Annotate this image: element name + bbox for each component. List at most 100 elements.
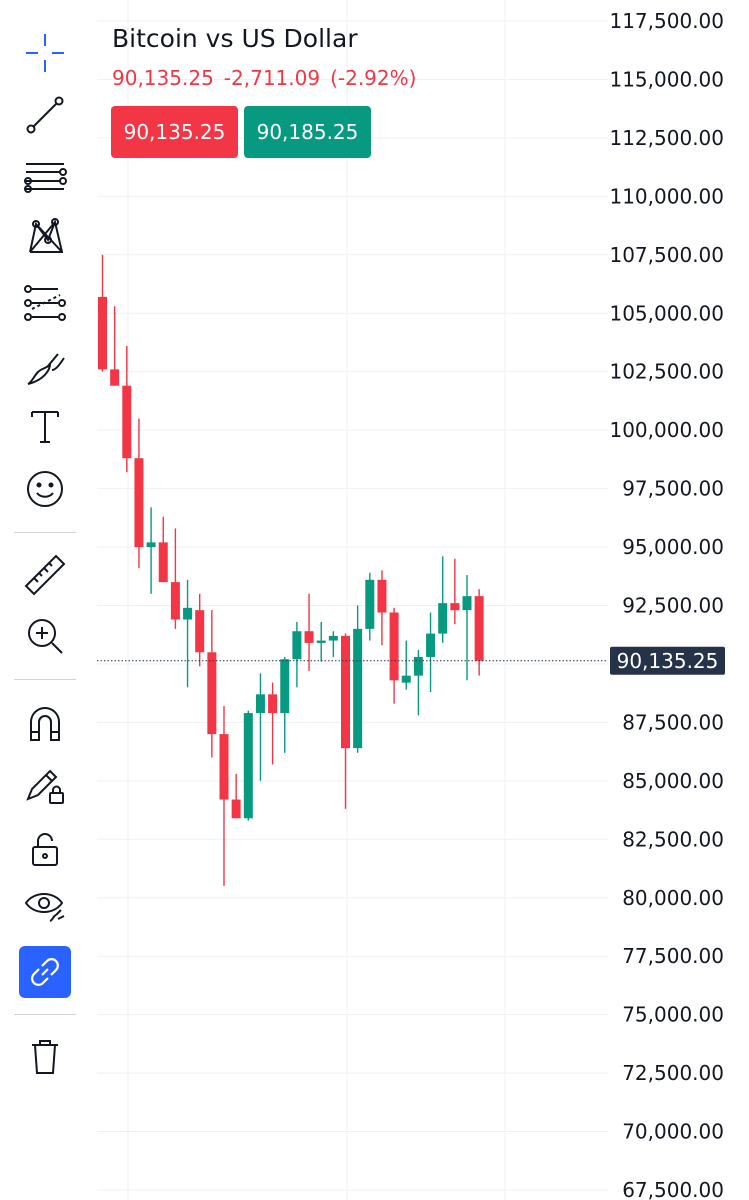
candle-body: [304, 631, 314, 643]
candle-body: [377, 579, 387, 613]
candle: [255, 673, 265, 781]
magnet-icon[interactable]: [19, 697, 71, 749]
current-price-tag: [610, 646, 725, 675]
candle-body: [280, 659, 290, 714]
candle: [146, 507, 156, 594]
candle-body: [316, 640, 326, 643]
candle: [377, 570, 387, 646]
candle-body: [268, 694, 278, 714]
instrument-title: Bitcoin vs US Dollar: [112, 24, 358, 53]
y-tick-label: 117,500.00: [609, 9, 724, 33]
candle: [219, 706, 229, 887]
zoom-in-icon[interactable]: [19, 610, 71, 662]
candle-body: [292, 631, 302, 660]
candle-body: [450, 603, 460, 611]
candle: [292, 621, 302, 688]
y-tick-label: 100,000.00: [609, 418, 724, 442]
trash-icon[interactable]: [19, 1031, 71, 1083]
unlock-icon[interactable]: [19, 822, 71, 874]
horizontal-lines-icon[interactable]: [19, 152, 71, 204]
chart-grid: [97, 0, 608, 1200]
y-tick-label: 97,500.00: [622, 477, 724, 501]
candle: [231, 773, 241, 819]
candle-body: [219, 734, 229, 800]
candle-body: [231, 799, 241, 819]
candle-body: [353, 628, 363, 749]
candle-body: [426, 633, 436, 657]
candle-body: [255, 694, 265, 714]
candle: [341, 633, 350, 809]
link-icon[interactable]: [19, 946, 71, 998]
hide-drawings-icon[interactable]: [19, 878, 71, 930]
candle-body: [462, 596, 472, 611]
candle: [462, 575, 472, 681]
candle: [353, 605, 363, 753]
trend-line-icon[interactable]: [19, 89, 71, 141]
candle-body: [195, 610, 205, 653]
y-tick-label: 112,500.00: [609, 126, 724, 150]
candle: [304, 593, 314, 671]
candle: [110, 306, 120, 386]
text-icon[interactable]: [19, 401, 71, 453]
candle-body: [207, 652, 217, 735]
sell-button[interactable]: 90,135.25: [111, 106, 238, 158]
y-tick-label: 67,500.00: [622, 1178, 724, 1200]
ruler-icon[interactable]: [19, 549, 71, 601]
candle: [316, 621, 326, 662]
candle-body: [183, 607, 193, 620]
toolbar-divider: [14, 1014, 76, 1015]
candle: [389, 607, 399, 704]
candle: [450, 558, 460, 625]
price-change-line: 90,135.25 -2,711.09 (-2.92%): [112, 66, 426, 90]
buy-button[interactable]: 90,185.25: [244, 106, 371, 158]
brush-icon[interactable]: [19, 341, 71, 393]
toolbar-divider: [14, 532, 76, 533]
lock-drawings-icon[interactable]: [19, 760, 71, 812]
price-change: -2,711.09: [223, 66, 321, 90]
y-tick-label: 72,500.00: [622, 1061, 724, 1085]
drawing-toolbar: [0, 0, 90, 1200]
candle-body: [474, 596, 484, 661]
candle: [243, 710, 253, 821]
y-tick-label: 82,500.00: [622, 827, 724, 851]
candle: [134, 418, 144, 569]
candle-body: [328, 635, 338, 641]
candle: [280, 656, 290, 753]
y-tick-label: 75,000.00: [622, 1003, 724, 1027]
candle-body: [365, 579, 375, 629]
candle: [170, 528, 180, 629]
candle: [413, 649, 423, 716]
candle-body: [146, 542, 156, 548]
candle-body: [98, 296, 107, 370]
candle-body: [413, 656, 423, 676]
y-tick-label: 77,500.00: [622, 944, 724, 968]
emoji-icon[interactable]: [19, 463, 71, 515]
toolbar-divider: [14, 679, 76, 680]
y-tick-label: 102,500.00: [609, 360, 724, 384]
candle: [158, 516, 168, 583]
current-price-label: 90,135.25: [617, 649, 719, 673]
candle-body: [438, 603, 448, 634]
y-tick-label: 105,000.00: [609, 301, 724, 325]
crosshair-icon[interactable]: [19, 27, 71, 79]
candle: [195, 593, 205, 667]
candle: [328, 631, 338, 657]
y-tick-label: 80,000.00: [622, 886, 724, 910]
candle-body: [122, 385, 132, 459]
pattern-icon[interactable]: [19, 211, 71, 263]
candle: [438, 556, 448, 643]
y-tick-label: 85,000.00: [622, 769, 724, 793]
candle-body: [134, 458, 144, 548]
candle: [401, 640, 411, 690]
candle-body: [110, 369, 120, 386]
candles: [98, 254, 484, 887]
fib-retracement-icon[interactable]: [19, 276, 71, 328]
candle: [474, 589, 484, 676]
price-axis: 117,500.00 115,000.00 112,500.00 110,000.00…: [97, 9, 725, 1200]
y-tick-label: 92,500.00: [622, 594, 724, 618]
y-tick-label: 107,500.00: [609, 243, 724, 267]
candle-body: [243, 713, 253, 819]
candle-body: [389, 612, 399, 681]
candle: [365, 572, 375, 641]
